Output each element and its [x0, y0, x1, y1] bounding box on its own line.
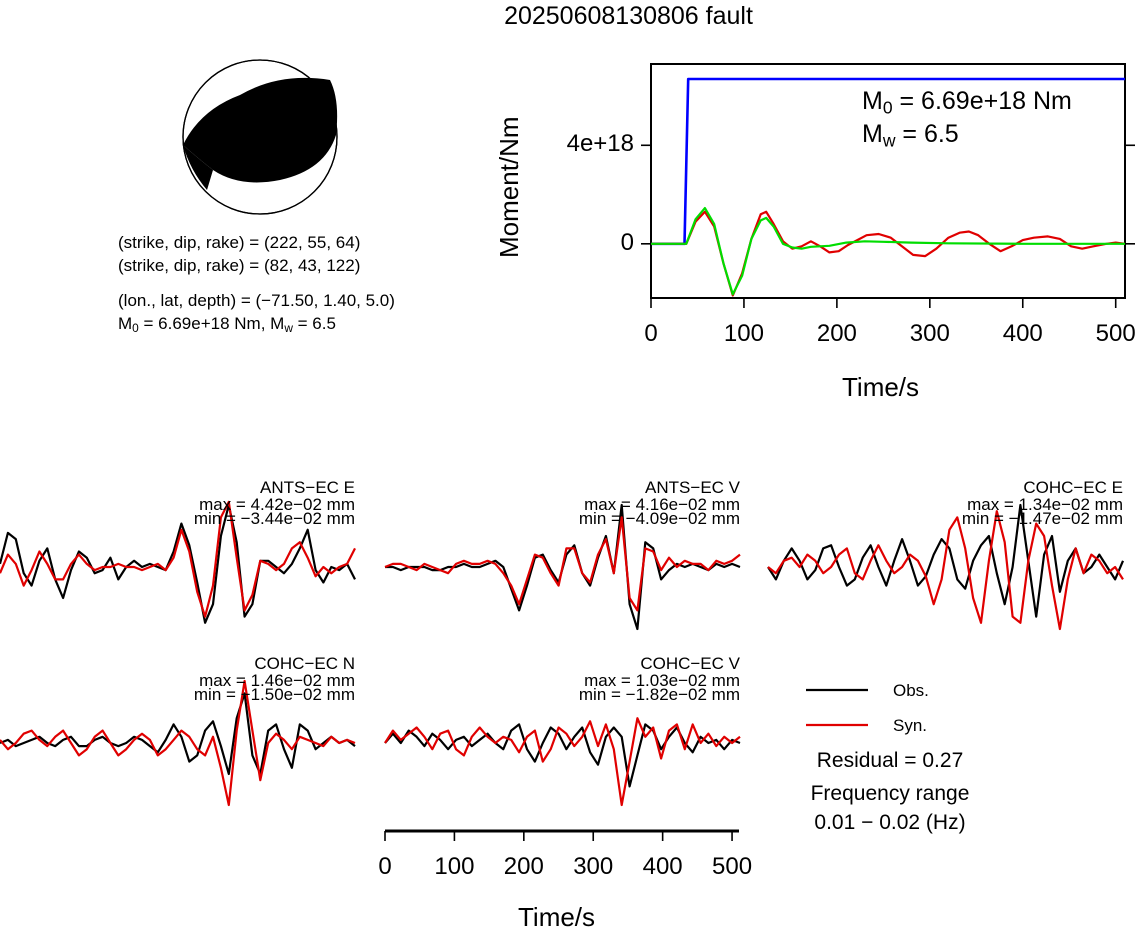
y-tick-label: 0: [620, 228, 634, 256]
x-tick-label: 300: [909, 320, 950, 347]
location-text: (lon., lat, depth) = (−71.50, 1.40, 5.0): [118, 291, 395, 310]
moment-mw-label: Mw = 6.5: [862, 120, 959, 151]
legend-obs-label: Obs.: [893, 681, 929, 700]
magnitude-text: M0 = 6.69e+18 Nm, Mw = 6.5: [118, 314, 336, 335]
waveform-syn: [767, 510, 1124, 631]
station-min: min = −3.44e−02 mm: [193, 509, 355, 528]
x-tick-label: 0: [378, 853, 392, 880]
waveform-plots: [0, 500, 1125, 807]
station-name: COHC−EC V: [640, 654, 740, 673]
station-max: max = 1.46e−02 mm: [199, 671, 355, 690]
station-min: min = −4.09e−02 mm: [578, 509, 740, 528]
frequency-value: 0.01 − 0.02 (Hz): [814, 811, 966, 834]
moment-plot-frame: [650, 63, 1126, 299]
plane1-text: (strike, dip, rake) = (222, 55, 64): [118, 233, 361, 252]
waveform-obs: [767, 503, 1125, 618]
plane2-text: (strike, dip, rake) = (82, 43, 122): [118, 256, 361, 275]
x-tick-label: 400: [642, 853, 683, 880]
x-tick-label: 200: [816, 320, 857, 347]
station-name: COHC−EC E: [1023, 478, 1123, 497]
beachball-icon: [182, 59, 338, 215]
station-min: min = −1.82e−02 mm: [578, 685, 740, 704]
station-name: ANTS−EC E: [260, 478, 355, 497]
x-tick-label: 100: [434, 853, 475, 880]
residual-text: Residual = 0.27: [816, 749, 964, 772]
x-tick-label: 300: [573, 853, 614, 880]
station-max: max = 4.16e−02 mm: [584, 495, 740, 514]
waveform-syn: [384, 516, 741, 612]
moment-x-axis-label: Time/s: [842, 372, 920, 402]
moment-plot: [641, 77, 1135, 308]
station-name: ANTS−EC V: [645, 478, 740, 497]
waveform-obs: [384, 723, 741, 788]
legend-syn-label: Syn.: [893, 716, 928, 735]
waveform-obs: [0, 692, 356, 776]
x-tick-label: 500: [712, 853, 753, 880]
station-name: COHC−EC N: [254, 654, 355, 673]
series-stf_syn: [651, 207, 1125, 296]
x-tick-label: 0: [644, 320, 658, 347]
page-title: 20250608130806 fault: [504, 2, 753, 30]
x-tick-label: 400: [1002, 320, 1043, 347]
waveform-syn: [0, 500, 356, 618]
station-min: min = −1.50e−02 mm: [193, 685, 355, 704]
station-max: max = 1.34e−02 mm: [967, 495, 1123, 514]
x-tick-label: 100: [723, 320, 764, 347]
y-tick-label: 4e+18: [566, 130, 634, 158]
x-tick-label: 200: [503, 853, 544, 880]
x-tick-label: 500: [1095, 320, 1136, 347]
waveform-syn: [384, 717, 741, 807]
waveform-obs: [0, 503, 356, 624]
frequency-label: Frequency range: [810, 782, 970, 805]
station-max: max = 1.03e−02 mm: [584, 671, 740, 690]
waveform-axis-ticks: [384, 831, 733, 841]
waveform-x-axis-label: Time/s: [518, 902, 596, 932]
station-min: min = −1.47e−02 mm: [961, 509, 1123, 528]
waveform-syn: [0, 679, 356, 807]
moment-m0-label: M0 = 6.69e+18 Nm: [862, 87, 1072, 118]
station-max: max = 4.42e−02 mm: [199, 495, 355, 514]
